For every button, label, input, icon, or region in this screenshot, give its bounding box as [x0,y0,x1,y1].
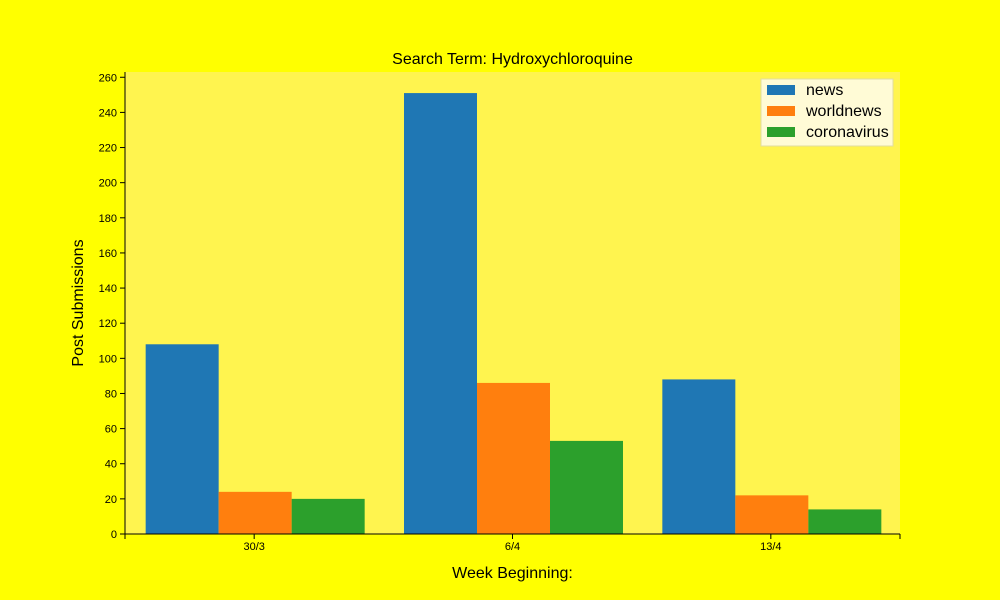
y-axis-title: Post Submissions [70,239,87,366]
bar-coronavirus-2 [808,509,882,534]
legend-label-coronavirus: coronavirus [806,124,889,141]
y-tick-label: 140 [99,283,117,295]
bar-worldnews-0 [218,491,292,534]
legend-swatch-news [767,85,795,95]
y-tick-label: 0 [111,529,117,541]
legend-swatch-coronavirus [767,127,795,137]
x-tick-label: 30/3 [243,541,264,553]
y-tick-label: 260 [99,72,117,84]
bar-news-0 [145,344,219,534]
legend-label-worldnews: worldnews [805,103,882,120]
x-axis: 30/3 6/4 13/4 [124,533,901,553]
legend: news worldnews coronavirus [760,78,894,147]
bar-worldnews-2 [735,495,809,534]
y-tick-label: 180 [99,213,117,225]
bar-worldnews-1 [477,382,550,534]
x-tick-label: 6/4 [505,541,520,553]
x-axis-title: Week Beginning: [452,565,573,582]
bars-group [145,93,882,535]
y-tick-label: 100 [99,353,117,365]
bar-coronavirus-0 [291,498,365,534]
legend-label-news: news [806,82,843,99]
y-tick-label: 220 [99,143,117,155]
x-tick-label: 13/4 [760,541,781,553]
y-tick-label: 200 [99,178,117,190]
legend-swatch-worldnews [767,106,795,116]
bar-coronavirus-1 [550,440,623,534]
y-tick-label: 60 [105,424,117,436]
y-tick-label: 240 [99,107,117,119]
y-tick-label: 20 [105,494,117,506]
y-tick-label: 120 [99,318,117,330]
y-tick-label: 40 [105,459,117,471]
bar-news-1 [404,93,477,535]
y-axis: 0 20 40 60 80 100 120 140 160 180 200 220 240 260 [99,72,126,541]
chart-title: Search Term: Hydroxychloroquine [392,51,633,68]
y-tick-label: 80 [105,388,117,400]
y-tick-label: 160 [99,248,117,260]
bar-news-2 [662,379,736,534]
